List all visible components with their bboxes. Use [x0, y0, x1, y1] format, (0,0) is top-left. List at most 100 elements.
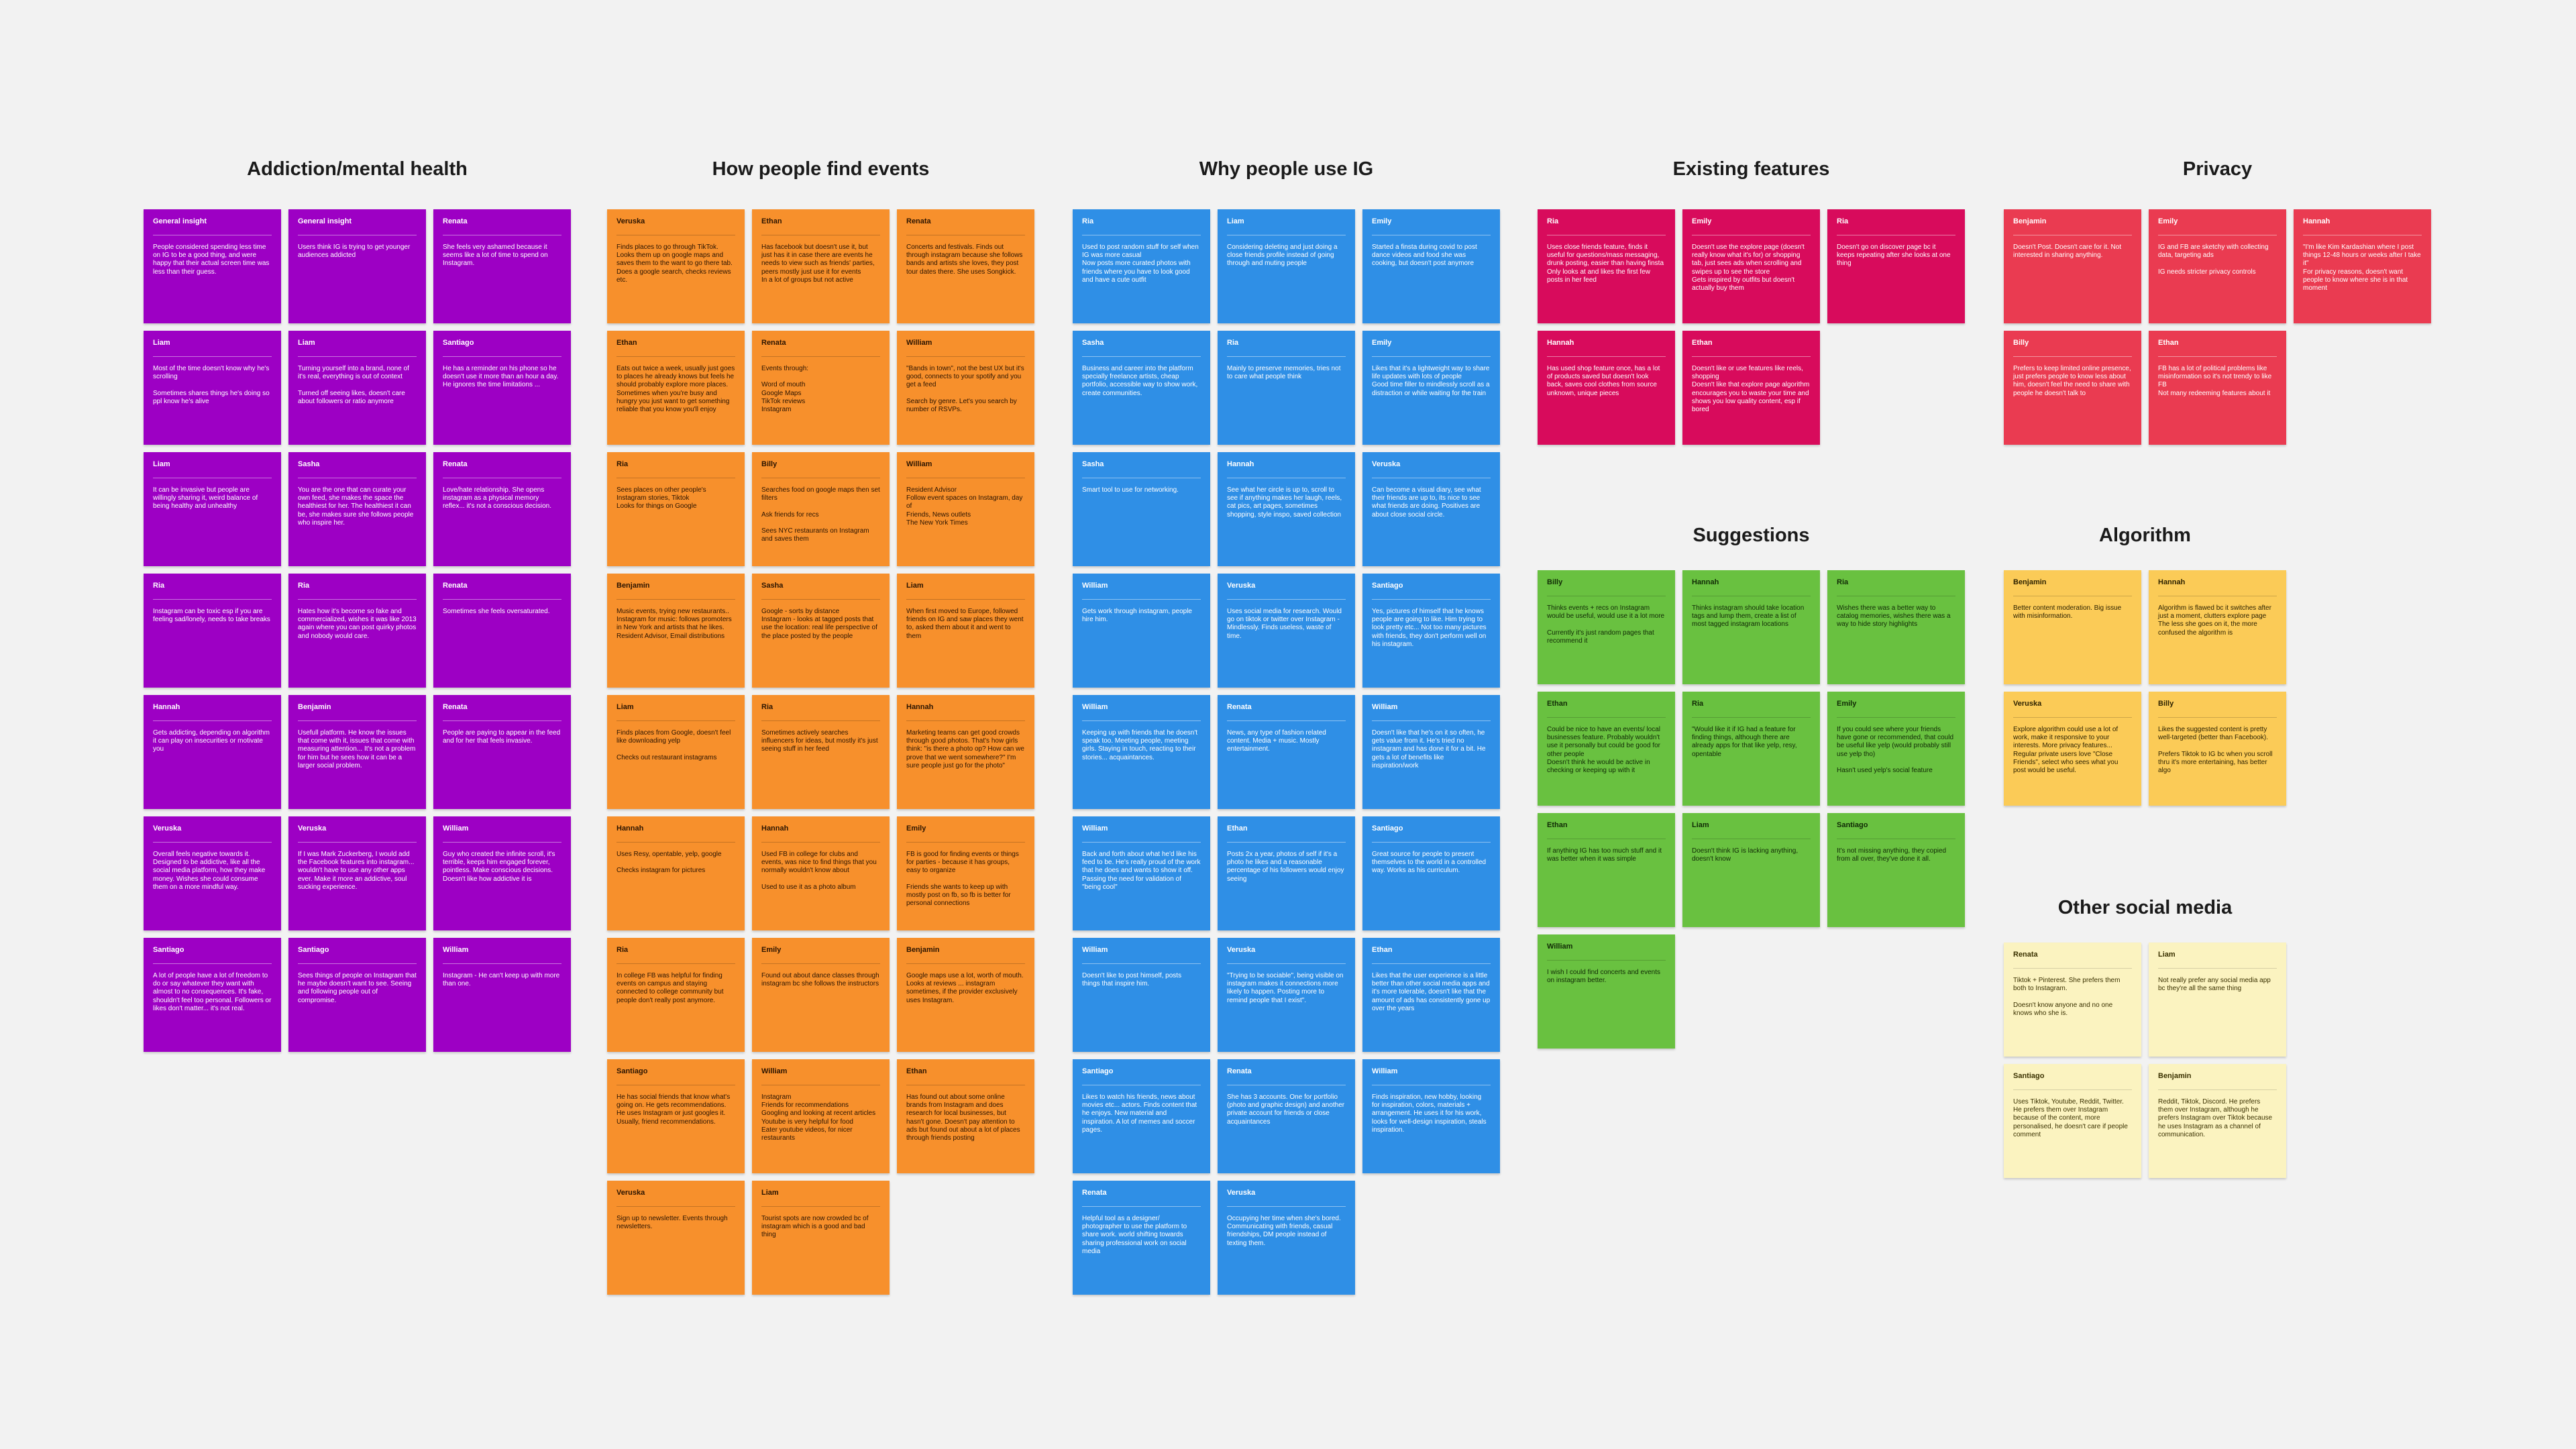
sticky-note[interactable]: Ria In college FB was helpful for finding…	[607, 938, 745, 1052]
sticky-note[interactable]: Billy Thinks events + recs on Instagram w…	[1538, 570, 1675, 684]
sticky-note[interactable]: Ria Uses close friends feature, finds it …	[1538, 209, 1675, 323]
sticky-note[interactable]: Liam Not really prefer any social media a…	[2149, 943, 2286, 1057]
sticky-note[interactable]: William Finds inspiration, new hobby, loo…	[1362, 1059, 1500, 1173]
sticky-note[interactable]: Liam Finds places from Google, doesn't fe…	[607, 695, 745, 809]
sticky-note[interactable]: Hannah Thinks instagram should take locat…	[1682, 570, 1820, 684]
sticky-note[interactable]: William Guy who created the infinite scro…	[433, 816, 571, 930]
sticky-note[interactable]: Hannah Has used shop feature once, has a …	[1538, 331, 1675, 445]
sticky-note[interactable]: Veruska Can become a visual diary, see wh…	[1362, 452, 1500, 566]
sticky-note[interactable]: William Resident Advisor Follow event spa…	[897, 452, 1034, 566]
sticky-note[interactable]: Ria "Would like it if IG had a feature fo…	[1682, 692, 1820, 806]
sticky-note[interactable]: Veruska If I was Mark Zuckerberg, I would…	[288, 816, 426, 930]
sticky-note[interactable]: Emily FB is good for finding events or th…	[897, 816, 1034, 930]
sticky-note[interactable]: Sasha Business and career into the platfo…	[1073, 331, 1210, 445]
sticky-note[interactable]: Renata Events through: Word of mouth Goog…	[752, 331, 890, 445]
sticky-note[interactable]: Sasha You are the one that can curate you…	[288, 452, 426, 566]
sticky-note[interactable]: Renata Concerts and festivals. Finds out …	[897, 209, 1034, 323]
sticky-note[interactable]: Ethan Eats out twice a week, usually just…	[607, 331, 745, 445]
sticky-note[interactable]: Liam Most of the time doesn't know why he…	[144, 331, 281, 445]
sticky-note[interactable]: Santiago He has social friends that know …	[607, 1059, 745, 1173]
sticky-note[interactable]: Ria Sometimes actively searches influence…	[752, 695, 890, 809]
sticky-note[interactable]: Santiago Uses Tiktok, Youtube, Reddit, Tw…	[2004, 1064, 2141, 1178]
sticky-note[interactable]: Emily Doesn't use the explore page (doesn…	[1682, 209, 1820, 323]
sticky-note[interactable]: Santiago A lot of people have a lot of fr…	[144, 938, 281, 1052]
sticky-note[interactable]: William Doesn't like that he's on it so o…	[1362, 695, 1500, 809]
sticky-note[interactable]: Ria Used to post random stuff for self wh…	[1073, 209, 1210, 323]
sticky-note[interactable]: Benjamin Doesn't Post. Doesn't care for i…	[2004, 209, 2141, 323]
sticky-note[interactable]: Veruska Finds places to go through TikTok…	[607, 209, 745, 323]
sticky-note[interactable]: Renata She has 3 accounts. One for portfo…	[1218, 1059, 1355, 1173]
sticky-note[interactable]: Ria Hates how it's become so fake and com…	[288, 574, 426, 688]
sticky-note[interactable]: Benjamin Usefull platform. He know the is…	[288, 695, 426, 809]
sticky-note[interactable]: Ethan FB has a lot of political problems …	[2149, 331, 2286, 445]
sticky-note[interactable]: General insight Users think IG is trying …	[288, 209, 426, 323]
sticky-note[interactable]: Veruska Uses social media for research. W…	[1218, 574, 1355, 688]
sticky-note[interactable]: Liam It can be invasive but people are wi…	[144, 452, 281, 566]
sticky-note[interactable]: Veruska "Trying to be sociable", being vi…	[1218, 938, 1355, 1052]
sticky-note[interactable]: Hannah "I'm like Kim Kardashian where I p…	[2294, 209, 2431, 323]
sticky-note[interactable]: William I wish I could find concerts and …	[1538, 934, 1675, 1049]
sticky-note[interactable]: Emily Likes that it's a lightweight way t…	[1362, 331, 1500, 445]
sticky-note[interactable]: William Back and forth about what he'd li…	[1073, 816, 1210, 930]
sticky-note[interactable]: Benjamin Reddit, Tiktok, Discord. He pref…	[2149, 1064, 2286, 1178]
sticky-note[interactable]: William Instagram Friends for recommendat…	[752, 1059, 890, 1173]
sticky-note[interactable]: Santiago Likes to watch his friends, news…	[1073, 1059, 1210, 1173]
sticky-note[interactable]: Ria Mainly to preserve memories, tries no…	[1218, 331, 1355, 445]
sticky-note[interactable]: Hannah Uses Resy, opentable, yelp, google…	[607, 816, 745, 930]
sticky-note[interactable]: Emily Started a finsta during covid to po…	[1362, 209, 1500, 323]
sticky-note[interactable]: Veruska Sign up to newsletter. Events thr…	[607, 1181, 745, 1295]
sticky-note[interactable]: Ethan Has facebook but doesn't use it, bu…	[752, 209, 890, 323]
sticky-note[interactable]: Ria Doesn't go on discover page bc it kee…	[1827, 209, 1965, 323]
sticky-note[interactable]: Santiago He has a reminder on his phone s…	[433, 331, 571, 445]
sticky-note[interactable]: Renata She feels very ashamed because it …	[433, 209, 571, 323]
sticky-note[interactable]: Ethan Posts 2x a year, photos of self if …	[1218, 816, 1355, 930]
sticky-note[interactable]: Veruska Occupying her time when she's bor…	[1218, 1181, 1355, 1295]
sticky-note[interactable]: Renata News, any type of fashion related …	[1218, 695, 1355, 809]
sticky-note[interactable]: Hannah Gets addicting, depending on algor…	[144, 695, 281, 809]
sticky-note[interactable]: Renata Love/hate relationship. She opens …	[433, 452, 571, 566]
sticky-note[interactable]: Liam Tourist spots are now crowded bc of …	[752, 1181, 890, 1295]
sticky-note[interactable]: Veruska Overall feels negative towards it…	[144, 816, 281, 930]
sticky-note[interactable]: Renata Helpful tool as a designer/ photog…	[1073, 1181, 1210, 1295]
sticky-note[interactable]: Ria Instagram can be toxic esp if you are…	[144, 574, 281, 688]
sticky-note[interactable]: Veruska Explore algorithm could use a lot…	[2004, 692, 2141, 806]
sticky-note[interactable]: Renata People are paying to appear in the…	[433, 695, 571, 809]
sticky-note[interactable]: General insight People considered spendin…	[144, 209, 281, 323]
sticky-note[interactable]: Emily If you could see where your friends…	[1827, 692, 1965, 806]
sticky-note[interactable]: Liam When first moved to Europe, followed…	[897, 574, 1034, 688]
sticky-note[interactable]: Sasha Google - sorts by distance Instagra…	[752, 574, 890, 688]
sticky-note[interactable]: Hannah Algorithm is flawed bc it switches…	[2149, 570, 2286, 684]
sticky-note[interactable]: William Instagram - He can't keep up with…	[433, 938, 571, 1052]
sticky-note[interactable]: Ethan Likes that the user experience is a…	[1362, 938, 1500, 1052]
sticky-note[interactable]: Billy Likes the suggested content is pret…	[2149, 692, 2286, 806]
sticky-note[interactable]: William "Bands in town", not the best UX …	[897, 331, 1034, 445]
sticky-note[interactable]: Liam Doesn't think IG is lacking anything…	[1682, 813, 1820, 927]
sticky-note[interactable]: Hannah Used FB in college for clubs and e…	[752, 816, 890, 930]
sticky-note[interactable]: Hannah Marketing teams can get good crowd…	[897, 695, 1034, 809]
sticky-note[interactable]: Benjamin Music events, trying new restaur…	[607, 574, 745, 688]
sticky-note[interactable]: Santiago Great source for people to prese…	[1362, 816, 1500, 930]
sticky-note[interactable]: Sasha Smart tool to use for networking.	[1073, 452, 1210, 566]
sticky-note[interactable]: William Keeping up with friends that he d…	[1073, 695, 1210, 809]
sticky-note[interactable]: Liam Turning yourself into a brand, none …	[288, 331, 426, 445]
sticky-note[interactable]: Ethan Has found out about some online bra…	[897, 1059, 1034, 1173]
sticky-note[interactable]: Benjamin Google maps use a lot, worth of …	[897, 938, 1034, 1052]
sticky-note[interactable]: Liam Considering deleting and just doing …	[1218, 209, 1355, 323]
sticky-note[interactable]: William Gets work through instagram, peop…	[1073, 574, 1210, 688]
sticky-note[interactable]: Santiago Sees things of people on Instagr…	[288, 938, 426, 1052]
sticky-note[interactable]: Billy Searches food on google maps then s…	[752, 452, 890, 566]
sticky-note[interactable]: Ria Wishes there was a better way to cata…	[1827, 570, 1965, 684]
sticky-note[interactable]: Ria Sees places on other people's Instagr…	[607, 452, 745, 566]
sticky-note[interactable]: Renata Sometimes she feels oversaturated.	[433, 574, 571, 688]
sticky-note[interactable]: Ethan If anything IG has too much stuff a…	[1538, 813, 1675, 927]
sticky-note[interactable]: Santiago It's not missing anything, they …	[1827, 813, 1965, 927]
sticky-note[interactable]: Billy Prefers to keep limited online pres…	[2004, 331, 2141, 445]
sticky-note[interactable]: Benjamin Better content moderation. Big i…	[2004, 570, 2141, 684]
sticky-note[interactable]: Renata Tiktok + Pinterest. She prefers th…	[2004, 943, 2141, 1057]
sticky-note[interactable]: William Doesn't like to post himself, pos…	[1073, 938, 1210, 1052]
sticky-note[interactable]: Emily Found out about dance classes throu…	[752, 938, 890, 1052]
sticky-note[interactable]: Ethan Could be nice to have an events/ lo…	[1538, 692, 1675, 806]
sticky-note[interactable]: Santiago Yes, pictures of himself that he…	[1362, 574, 1500, 688]
sticky-note[interactable]: Hannah See what her circle is up to, scro…	[1218, 452, 1355, 566]
sticky-note[interactable]: Ethan Doesn't like or use features like r…	[1682, 331, 1820, 445]
